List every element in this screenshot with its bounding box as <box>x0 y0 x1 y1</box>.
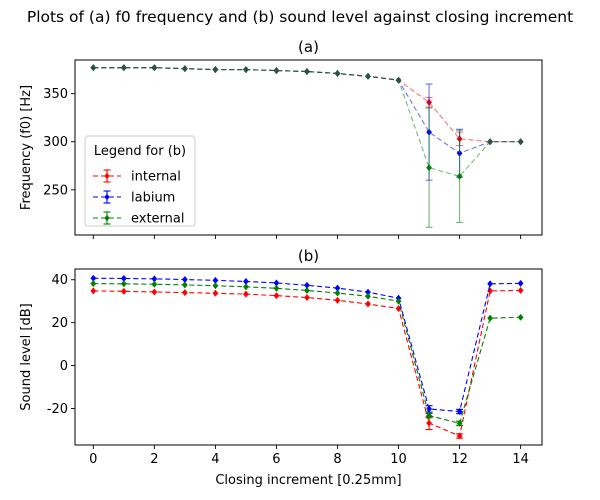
y-tick-label: -20 <box>47 402 68 417</box>
panel-title-b: (b) <box>298 247 319 265</box>
overlap-point-a <box>395 76 402 84</box>
x-tick-label: 0 <box>89 452 97 467</box>
data-point-labium <box>517 279 524 287</box>
y-tick-label: 0 <box>60 359 68 374</box>
legend-label-labium: labium <box>131 191 175 206</box>
y-axis-label-a: Frequency (f0) [Hz] <box>19 85 34 210</box>
overlap-point-a <box>334 70 341 77</box>
y-tick-label: 40 <box>51 273 68 288</box>
overlap-point-a <box>273 67 280 74</box>
data-point-internal <box>456 432 463 440</box>
data-point-external <box>456 419 463 427</box>
overlap-point-a <box>151 64 157 71</box>
plot-frame-b <box>74 268 543 446</box>
series-line-external-b <box>93 283 521 424</box>
series-line-labium-b <box>93 277 521 413</box>
data-point-internal <box>120 287 127 295</box>
overlap-point-a <box>90 64 96 71</box>
series-line-external-a <box>93 67 521 177</box>
data-point-labium <box>487 280 494 288</box>
data-point-external <box>334 289 341 297</box>
y-tick-label: 350 <box>43 87 68 102</box>
data-point-internal <box>304 293 310 302</box>
data-point-internal <box>243 290 249 298</box>
legend-marker-labium <box>104 193 110 201</box>
data-point-external <box>181 281 188 289</box>
data-point-internal <box>487 287 494 295</box>
data-point-labium <box>456 407 463 416</box>
y-tick-label: 20 <box>51 316 68 331</box>
data-point-external <box>90 279 97 288</box>
panel-b: (b) -20 0 20 40 0 2 4 6 8 10 12 14 Sound level [dB] Cl… <box>19 247 543 488</box>
data-point-internal <box>90 287 97 295</box>
data-point-external <box>426 411 432 420</box>
x-tick-label: 4 <box>211 452 219 467</box>
data-point-internal <box>273 292 280 300</box>
data-point-external <box>517 313 524 321</box>
overlap-point-a <box>121 64 127 71</box>
legend-box <box>84 135 196 227</box>
y-tick-label: 300 <box>43 135 68 150</box>
overlap-point-a <box>518 138 524 145</box>
data-point-internal <box>334 296 341 304</box>
legend-title: Legend for (b) <box>94 144 186 159</box>
data-point-internal <box>365 300 371 308</box>
legend: Legend for (b) internal labium external <box>84 135 196 227</box>
data-point-internal <box>426 419 432 427</box>
x-tick-label: 2 <box>150 452 158 467</box>
data-point-internal <box>212 289 219 297</box>
x-tick-label: 8 <box>333 452 341 467</box>
x-tick-label: 14 <box>512 452 529 467</box>
overlap-point-a <box>212 66 219 73</box>
x-axis-label-b: Closing increment [0.25mm] <box>215 473 401 488</box>
data-point-external <box>395 297 402 305</box>
data-point-external <box>151 280 158 288</box>
data-point-external <box>120 280 127 288</box>
x-tick-label: 10 <box>390 452 407 467</box>
data-point-internal <box>517 286 524 295</box>
legend-label-external: external <box>131 212 185 227</box>
data-point-external <box>304 286 310 295</box>
plot-frame-a <box>74 59 543 236</box>
x-tick-label: 6 <box>272 452 280 467</box>
data-point-internal <box>181 289 188 297</box>
data-point-external <box>243 283 249 291</box>
panel-title-a: (a) <box>298 38 319 56</box>
figure-title: Plots of (a) f0 frequency and (b) sound … <box>27 8 573 26</box>
legend-marker-external <box>104 214 110 222</box>
data-point-external <box>273 284 280 292</box>
legend-label-internal: internal <box>131 170 181 185</box>
overlap-point-a <box>487 138 493 145</box>
data-point-external <box>487 314 494 322</box>
data-point-internal <box>151 288 158 296</box>
y-tick-label: 250 <box>43 183 68 198</box>
panel-a: (a) 250 300 350 Frequency (f0) [Hz] <box>19 38 543 239</box>
data-point-external <box>456 172 463 180</box>
overlap-point-a <box>182 65 188 72</box>
y-axis-label-b: Sound level [dB] <box>19 303 34 410</box>
x-tick-label: 12 <box>451 452 468 467</box>
overlap-point-a <box>243 66 249 73</box>
data-point-external <box>365 292 371 300</box>
legend-marker-internal <box>104 172 110 180</box>
data-point-external <box>426 164 432 172</box>
data-point-external <box>212 282 219 290</box>
overlap-point-a <box>304 68 310 75</box>
overlap-point-a <box>365 73 371 80</box>
